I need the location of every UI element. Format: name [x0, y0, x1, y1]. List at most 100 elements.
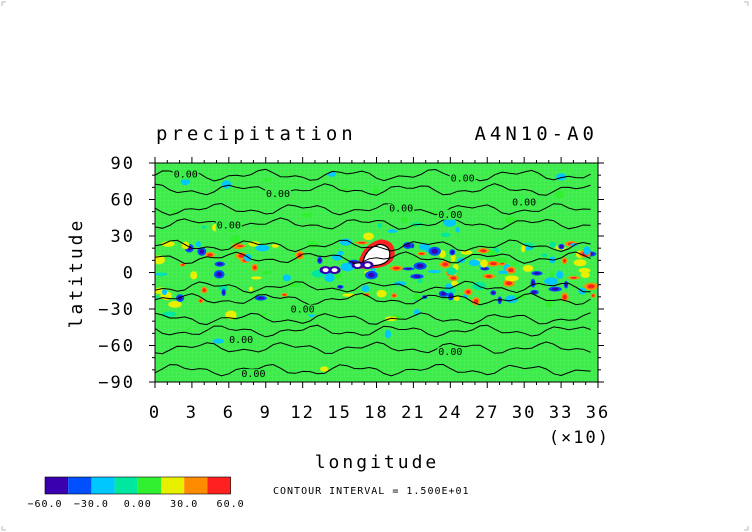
- contour-label-bg: [240, 369, 267, 380]
- zero-contour: [155, 341, 591, 355]
- anomaly-blob: [201, 225, 207, 229]
- anomaly-core: [450, 250, 454, 254]
- contour-label-bg: [388, 203, 415, 214]
- anomaly-blob: [480, 259, 488, 268]
- contour-interval-text: CONTOUR INTERVAL = 1.500E+01: [273, 486, 470, 497]
- anomaly-core: [450, 276, 457, 280]
- anomaly-core: [392, 266, 400, 270]
- anomaly-blob: [541, 253, 548, 258]
- anomaly-blob: [161, 288, 168, 296]
- feature-negative-core: [364, 263, 371, 268]
- anomaly-blob: [161, 241, 175, 247]
- contour-label-bg: [437, 347, 464, 358]
- feature-negative-core: [322, 268, 329, 273]
- anomaly-core: [482, 267, 488, 270]
- anomaly-blob: [288, 282, 302, 287]
- anomaly-blob: [495, 257, 509, 263]
- anomaly-blob: [376, 289, 387, 298]
- anomaly-core: [440, 291, 447, 296]
- anomaly-blob: [271, 244, 279, 248]
- zero-contour: [155, 183, 591, 196]
- colorbar-swatch: [114, 477, 138, 494]
- anomaly-blob: [430, 210, 438, 216]
- contour-label: 0.00: [174, 170, 198, 181]
- anomaly-blob: [384, 329, 391, 339]
- anomaly-core: [181, 263, 185, 266]
- anomaly-blob: [180, 178, 191, 186]
- anomaly-blob: [186, 326, 191, 331]
- anomaly-core: [318, 258, 322, 263]
- x-tick-label: 18: [364, 403, 388, 423]
- anomaly-core: [559, 245, 564, 249]
- anomaly-blob: [221, 180, 232, 189]
- colorbar-frame: [44, 476, 231, 495]
- contour-label: 0.00: [217, 221, 241, 232]
- anomaly-core: [367, 272, 375, 278]
- anomaly-core: [508, 268, 514, 273]
- contour-label: 0.00: [438, 347, 462, 358]
- anomaly-blob: [340, 262, 354, 272]
- colorbar-label: 0.00: [124, 499, 152, 510]
- title-right: A4N10-A0: [474, 123, 598, 145]
- x-tick-label: 6: [223, 403, 235, 423]
- anomaly-blob: [255, 244, 270, 252]
- anomaly-blob: [555, 190, 565, 199]
- x-tick-label: 9: [260, 403, 272, 423]
- anomaly-core: [216, 262, 223, 266]
- anomaly-core: [551, 287, 559, 291]
- anomaly-core: [237, 245, 244, 248]
- anomaly-blob: [428, 270, 441, 274]
- anomaly-blob: [549, 271, 555, 278]
- x-tick-label: 0: [149, 403, 161, 423]
- anomaly-blob: [248, 286, 254, 292]
- contour-label: 0.00: [438, 210, 462, 221]
- anomaly-blob: [522, 264, 534, 272]
- anomaly-blob: [578, 268, 591, 273]
- anomaly-blob: [487, 250, 497, 257]
- contour-label-bg: [228, 335, 255, 346]
- x-tick-label: 15: [327, 403, 351, 423]
- colorbar-swatch: [91, 477, 115, 494]
- anomaly-blob: [155, 255, 165, 265]
- anomaly-core: [587, 284, 595, 289]
- y-axis-label: latitude: [66, 218, 87, 329]
- anomaly-blob: [453, 296, 460, 302]
- x-tick-label: 33: [549, 403, 573, 423]
- contour-label: 0.00: [291, 305, 315, 316]
- contour-label: 0.00: [451, 173, 475, 184]
- colorbar-label: −60.0: [27, 499, 62, 510]
- colorbar-label: 30.0: [170, 499, 198, 510]
- zero-contour: [155, 168, 591, 182]
- anomaly-blob: [372, 187, 379, 195]
- anomaly-blob: [324, 273, 335, 282]
- x-tick-label: 24: [438, 403, 462, 423]
- anomaly-blob: [282, 274, 291, 282]
- anomaly-blob: [544, 277, 559, 286]
- contour-label: 0.00: [512, 198, 536, 209]
- anomaly-layer: [155, 171, 598, 372]
- x-tick-label: 12: [290, 403, 314, 423]
- anomaly-blob: [327, 171, 336, 177]
- anomaly-core: [392, 294, 396, 297]
- anomaly-core: [358, 241, 366, 244]
- colorbar-swatch: [137, 477, 161, 494]
- feature-core: [361, 243, 391, 267]
- anomaly-core: [490, 262, 497, 266]
- anomaly-core: [257, 296, 265, 300]
- feature-negative-core: [354, 263, 361, 268]
- anomaly-core: [505, 281, 513, 286]
- colorbar-label: −30.0: [74, 499, 109, 510]
- contour-label: 0.00: [241, 369, 265, 380]
- anomaly-blob: [387, 229, 398, 233]
- anomaly-core: [199, 249, 205, 254]
- anomaly-blob: [556, 270, 564, 279]
- anomaly-blob: [158, 272, 165, 277]
- anomaly-core: [216, 272, 223, 277]
- anomaly-core: [252, 265, 257, 270]
- y-tick-label: −60: [98, 337, 135, 357]
- zero-contour: [155, 202, 591, 216]
- x-tick-label: 30: [512, 403, 536, 423]
- anomaly-blob: [498, 270, 509, 275]
- x-multiplier: (×10): [549, 428, 610, 448]
- anomaly-blob: [218, 285, 228, 292]
